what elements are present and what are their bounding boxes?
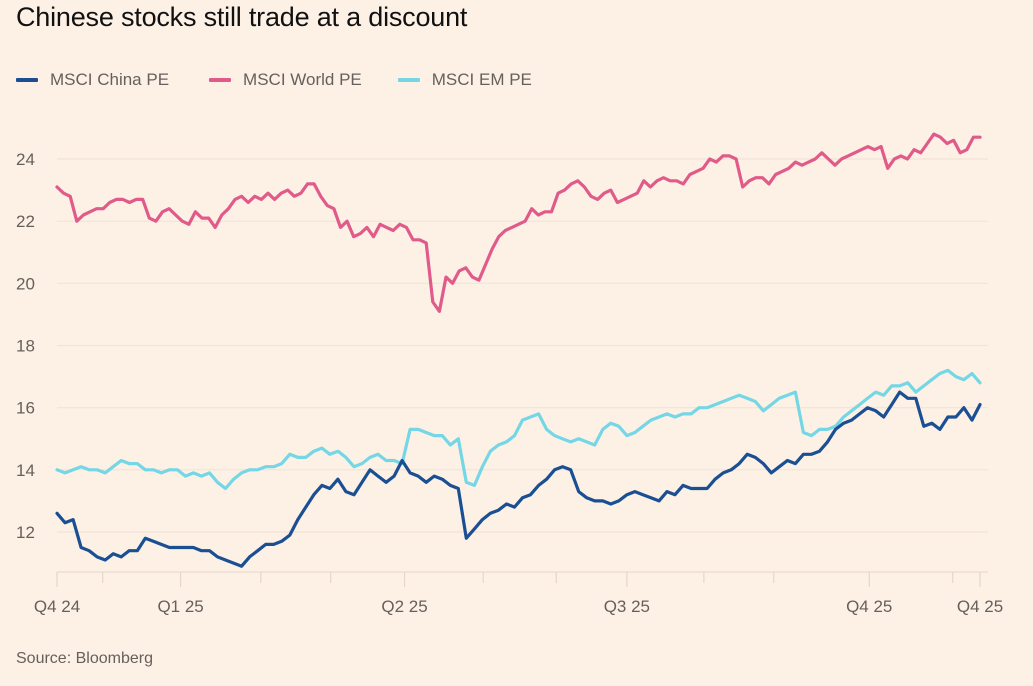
chart-title: Chinese stocks still trade at a discount [16, 2, 468, 32]
legend-label-world: MSCI World PE [243, 70, 362, 89]
y-tick-label: 16 [16, 399, 35, 418]
series-line-msci-world-pe [55, 132, 982, 313]
x-tick-label: Q2 25 [381, 597, 427, 616]
x-tick-label: Q1 25 [157, 597, 203, 616]
y-tick-label: 20 [16, 274, 35, 293]
y-tick-label: 24 [16, 150, 35, 169]
y-axis: 12 14 16 18 20 22 24 [16, 150, 35, 542]
legend-label-em: MSCI EM PE [431, 70, 532, 89]
legend-label-china: MSCI China PE [50, 70, 170, 89]
legend-item-world: MSCI World PE [209, 70, 362, 90]
x-tick-label: Q4 25 [957, 597, 1003, 616]
y-tick-label: 12 [16, 523, 35, 542]
legend-item-china: MSCI China PE [16, 70, 169, 90]
series-line-msci-china-pe [55, 390, 982, 568]
x-tick-label: Q4 25 [846, 597, 892, 616]
x-axis: Q4 24 Q1 25 Q2 25 Q3 25 Q4 25 Q4 25 [34, 572, 1003, 616]
x-tick-label: Q3 25 [604, 597, 650, 616]
legend-swatch-em [397, 78, 420, 82]
source-note: Source: Bloomberg [16, 650, 153, 667]
series-line-msci-em-pe [55, 368, 982, 491]
legend-item-em: MSCI EM PE [397, 70, 532, 90]
x-tick-label: Q4 24 [34, 597, 80, 616]
y-tick-label: 22 [16, 212, 35, 231]
series-lines [55, 132, 982, 568]
legend: MSCI China PE MSCI World PE MSCI EM PE [16, 70, 568, 90]
gridlines [57, 158, 988, 573]
y-tick-label: 18 [16, 337, 35, 356]
legend-swatch-world [209, 78, 232, 82]
y-tick-label: 14 [16, 461, 35, 480]
legend-swatch-china [16, 78, 38, 82]
